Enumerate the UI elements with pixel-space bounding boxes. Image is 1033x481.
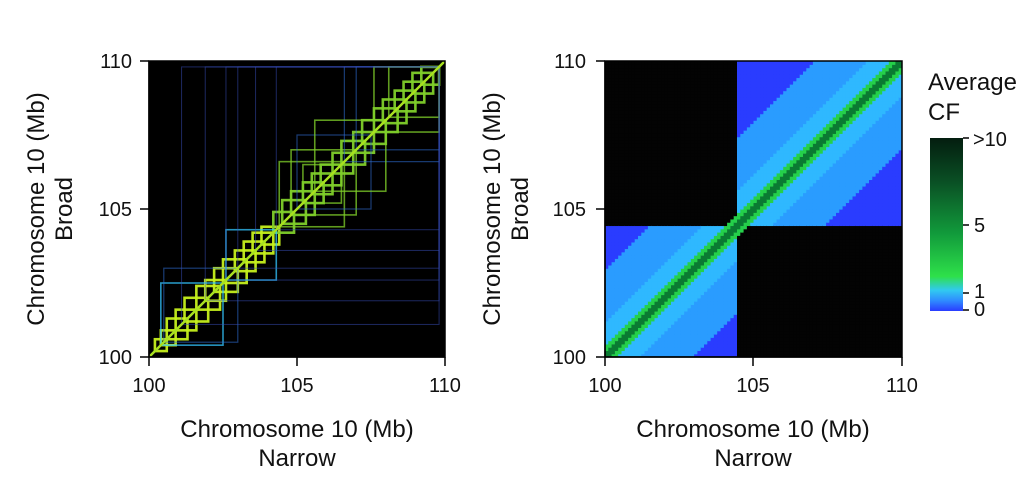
left-x-axis: 100 105 110 Chromosome 10 (Mb) Narrow xyxy=(132,357,461,472)
left-y-tick-label: 110 xyxy=(100,51,132,73)
left-panel: 100 105 110 Chromosome 10 (Mb) Narrow 10… xyxy=(23,51,461,472)
left-y-tick-label: 105 xyxy=(99,199,132,221)
left-x-tick-label: 105 xyxy=(280,375,313,397)
left-y-tick-label: 100 xyxy=(99,347,132,369)
left-y-axis: 100 105 110 Chromosome 10 (Mb) Broad xyxy=(23,51,149,369)
left-x-axis-title: Chromosome 10 (Mb) xyxy=(180,416,413,443)
left-x-tick-label: 100 xyxy=(132,375,165,397)
left-x-tick-label: 110 xyxy=(429,375,461,397)
left-y-axis-subtitle: Broad xyxy=(51,177,78,241)
left-y-axis-title: Chromosome 10 (Mb) xyxy=(23,92,50,325)
right-panel: 100 105 110 Chromosome 10 (Mb) Narrow 10… xyxy=(479,51,918,472)
left-x-axis-subtitle: Narrow xyxy=(258,445,336,472)
right-contact-matrix xyxy=(605,61,903,358)
